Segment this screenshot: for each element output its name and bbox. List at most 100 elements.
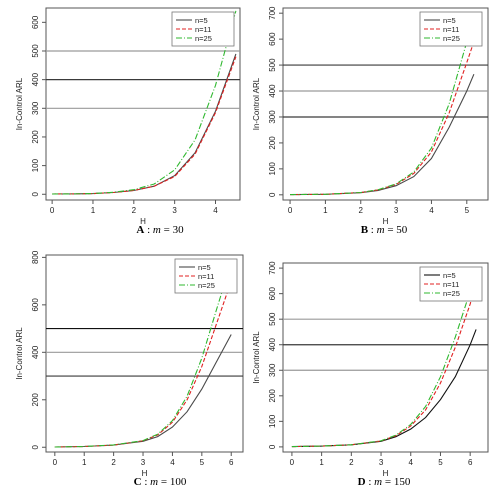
legend-label: n=5 xyxy=(443,271,456,280)
caption-variable: m xyxy=(150,476,158,488)
caption-letter: D xyxy=(358,476,366,488)
caption-equals: = xyxy=(382,476,394,488)
y-tick-label: 500 xyxy=(268,312,277,326)
y-tick-label: 400 xyxy=(268,84,277,98)
legend: n=5n=11n=25 xyxy=(171,11,235,47)
legend-label: n=25 xyxy=(198,281,215,290)
x-axis-label: H xyxy=(142,469,148,478)
y-tick-label: 600 xyxy=(31,298,40,312)
x-tick-label: 3 xyxy=(172,206,177,215)
y-axis-label: In-Control ARL xyxy=(252,331,261,384)
series-line xyxy=(291,283,477,448)
plot-frame xyxy=(282,7,489,201)
legend: n=5n=11n=25 xyxy=(419,266,483,302)
y-tick-label: 200 xyxy=(31,130,40,144)
plot-frame xyxy=(282,262,489,453)
panel-caption: D : m = 150 xyxy=(358,476,411,488)
chart-panel: 0 1 2 3 4 0 100 200 300 400 500 600 H In-Control ARL n… xyxy=(15,7,241,236)
y-axis-label: In-Control ARL xyxy=(15,327,24,380)
x-tick-label: 5 xyxy=(438,458,443,467)
caption-variable: m xyxy=(377,224,385,236)
y-tick-label: 0 xyxy=(268,192,277,197)
y-tick-label: 300 xyxy=(31,101,40,115)
caption-equals: = xyxy=(385,224,397,236)
caption-letter: B xyxy=(361,224,369,236)
legend-label: n=5 xyxy=(198,263,211,272)
x-axis-label: H xyxy=(140,217,146,226)
legend: n=5n=11n=25 xyxy=(174,258,238,294)
plot-frame xyxy=(45,254,244,453)
y-tick-label: 500 xyxy=(31,44,40,58)
chart-panel: 0 1 2 3 4 50100200300400500600700HIn-Control … xyxy=(252,6,489,236)
y-axis-label: In-Control ARL xyxy=(252,77,261,130)
x-tick-label: 5 xyxy=(200,458,205,467)
y-tick-label: 300 xyxy=(268,363,277,377)
y-axis-label: In-Control ARL xyxy=(15,77,24,130)
caption-value: 50 xyxy=(396,224,408,236)
legend-label: n=11 xyxy=(443,280,459,289)
y-tick-label: 600 xyxy=(268,32,277,46)
legend-label: n=11 xyxy=(443,25,459,34)
caption-separator: : xyxy=(368,224,377,236)
y-tick-label: 400 xyxy=(31,345,40,359)
y-tick-label: 0 xyxy=(268,444,277,449)
x-tick-label: 4 xyxy=(429,206,434,215)
caption-letter: C xyxy=(134,476,142,488)
x-tick-label: 0 xyxy=(53,458,58,467)
y-tick-label: 300 xyxy=(268,110,277,124)
legend-label: n=25 xyxy=(443,289,460,298)
x-tick-label: 0 xyxy=(50,206,55,215)
x-tick-label: 1 xyxy=(91,206,96,215)
legend-label: n=25 xyxy=(443,34,460,43)
y-tick-label: 0 xyxy=(31,191,40,196)
series-line xyxy=(54,261,232,448)
series-line xyxy=(290,73,475,196)
x-tick-label: 4 xyxy=(409,458,414,467)
caption-separator: : xyxy=(142,476,151,488)
x-tick-label: 3 xyxy=(379,458,384,467)
x-tick-label: 3 xyxy=(141,458,146,467)
plot-frame xyxy=(45,7,241,201)
x-tick-label: 1 xyxy=(323,206,328,215)
x-tick-label: 1 xyxy=(82,458,87,467)
x-tick-label: 2 xyxy=(132,206,137,215)
y-tick-label: 700 xyxy=(268,261,277,275)
series-line xyxy=(54,334,232,448)
x-axis-label: H xyxy=(383,469,389,478)
series-line xyxy=(291,329,477,448)
caption-value: 150 xyxy=(394,476,411,488)
legend-label: n=25 xyxy=(195,34,212,43)
x-tick-label: 4 xyxy=(170,458,175,467)
y-tick-label: 0 xyxy=(31,444,40,449)
panel-caption: A : m = 30 xyxy=(136,224,184,236)
y-tick-label: 100 xyxy=(31,158,40,172)
caption-variable: m xyxy=(153,224,161,236)
x-tick-label: 3 xyxy=(394,206,399,215)
y-tick-label: 700 xyxy=(268,6,277,20)
panel-caption: B : m = 50 xyxy=(361,224,408,236)
x-tick-label: 2 xyxy=(349,458,354,467)
y-tick-label: 600 xyxy=(31,15,40,29)
y-tick-label: 200 xyxy=(31,393,40,407)
y-tick-label: 400 xyxy=(31,72,40,86)
chart-panel: 0 1 2 3 4 5 6 0 100 200 300 400 500 600 700 H In-Control… xyxy=(252,261,489,488)
x-tick-label: 0 xyxy=(290,458,295,467)
legend-box xyxy=(171,11,235,47)
y-tick-label: 100 xyxy=(268,414,277,428)
y-tick-label: 100 xyxy=(268,162,277,176)
caption-separator: : xyxy=(366,476,375,488)
x-tick-label: 6 xyxy=(229,458,234,467)
x-axis-label: H xyxy=(383,217,389,226)
series-line xyxy=(290,41,475,196)
caption-value: 100 xyxy=(170,476,187,488)
legend: n=5n=11n=25 xyxy=(419,11,483,47)
legend-label: n=5 xyxy=(195,16,208,25)
caption-value: 30 xyxy=(173,224,185,236)
series-line xyxy=(52,53,237,195)
caption-separator: : xyxy=(144,224,153,236)
panel-caption: C : m = 100 xyxy=(134,476,187,488)
caption-equals: = xyxy=(158,476,170,488)
y-tick-label: 200 xyxy=(268,389,277,403)
